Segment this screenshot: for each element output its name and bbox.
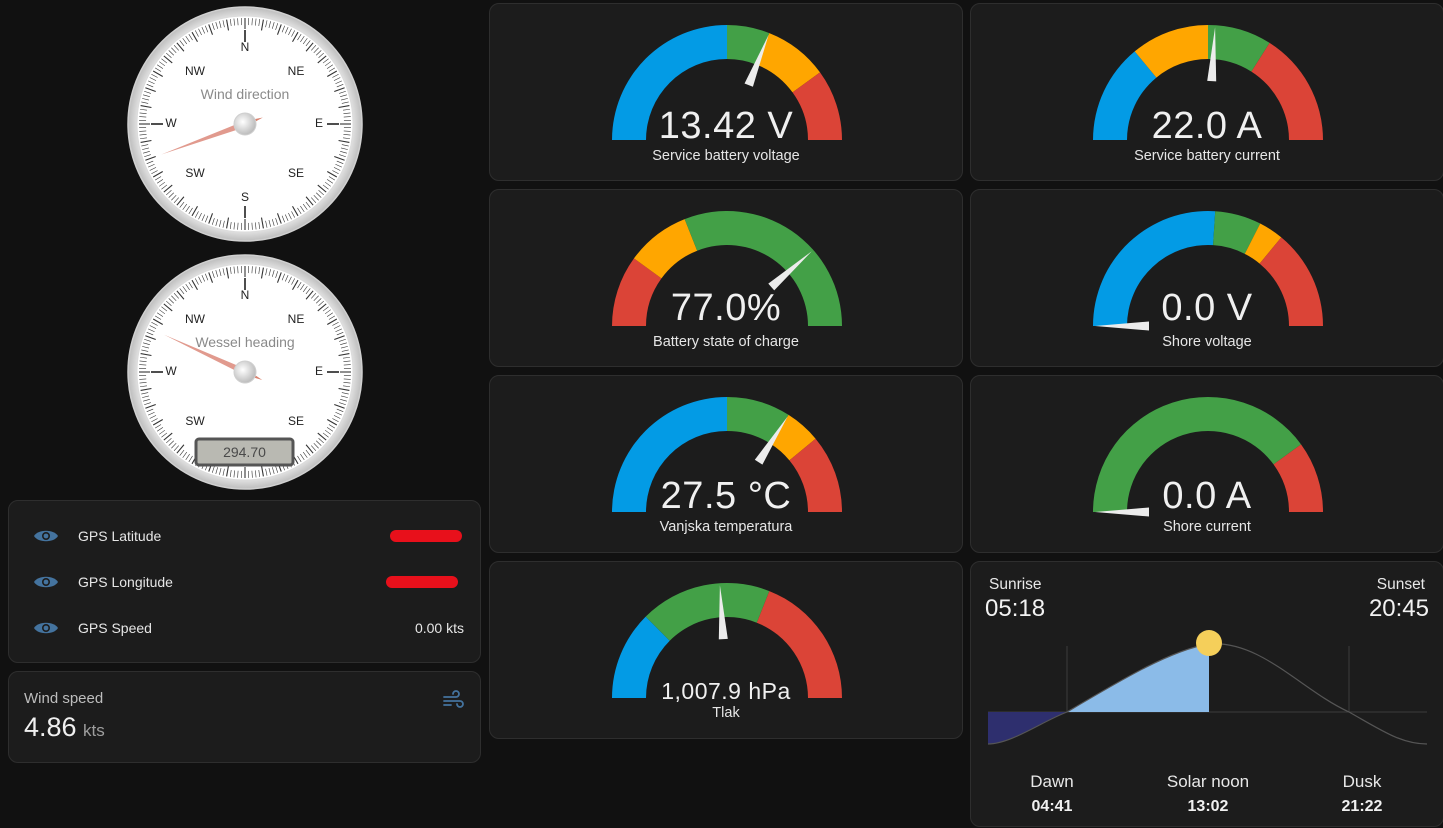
compass-label-w: W — [165, 116, 177, 130]
compass-title: Wind direction — [201, 86, 290, 102]
compass-label-n: N — [241, 40, 250, 54]
gauge-battery-state-of-charge[interactable]: 77.0% Battery state of charge — [489, 189, 963, 367]
compass-label-ne: NE — [288, 312, 305, 326]
gauge-value: 27.5 °C — [490, 475, 962, 518]
gauge-value: 0.0 V — [971, 287, 1443, 330]
gauge-shore-current[interactable]: 0.0 A Shore current — [970, 375, 1443, 553]
eye-icon — [33, 619, 59, 637]
gauge-value: 77.0% — [490, 287, 962, 330]
gauge-service-battery-voltage[interactable]: 13.42 V Service battery voltage — [489, 3, 963, 181]
dawn-time: 04:41 — [1007, 798, 1097, 816]
wind-direction-compass: N NE E SE S SW W NW Wind direction — [126, 5, 364, 243]
compass-label-se: SE — [288, 414, 304, 428]
compass-label-e: E — [315, 364, 323, 378]
compass-label-ne: NE — [288, 64, 305, 78]
gauge-name: Service battery voltage — [490, 148, 962, 164]
compass-label-e: E — [315, 116, 323, 130]
wind-speed-unit: kts — [83, 721, 105, 740]
wind-speed-value: 4.86 — [24, 712, 77, 742]
compass-label-sw: SW — [185, 166, 205, 180]
gauge-name: Service battery current — [971, 148, 1443, 164]
redaction-mark — [390, 530, 462, 542]
gauge-shore-voltage[interactable]: 0.0 V Shore voltage — [970, 189, 1443, 367]
gps-latitude-label: GPS Latitude — [78, 528, 161, 544]
heading-readout: 294.70 — [223, 444, 266, 460]
gps-row-latitude[interactable]: GPS Latitude — [31, 521, 464, 551]
wind-speed-reading: 4.86 kts — [24, 712, 105, 743]
wind-icon — [442, 690, 464, 710]
dusk-label: Dusk — [1317, 772, 1407, 792]
wind-speed-label: Wind speed — [24, 690, 103, 707]
gauge-value: 0.0 A — [971, 475, 1443, 518]
sun-card[interactable]: Sunrise 05:18 Sunset 20:45 Dawn 04:41 So… — [970, 561, 1443, 827]
vessel-heading-compass: N NE E SE SW W NW Wessel heading 294.70 — [126, 253, 364, 491]
gauge-outdoor-temperature[interactable]: 27.5 °C Vanjska temperatura — [489, 375, 963, 553]
compass-title: Wessel heading — [195, 334, 294, 350]
dawn-label: Dawn — [1007, 772, 1097, 792]
day-area — [1067, 644, 1209, 712]
gauge-name: Shore current — [971, 519, 1443, 535]
compass-knob — [234, 361, 256, 383]
gps-speed-value: 0.00 kts — [415, 620, 464, 636]
compass-label-se: SE — [288, 166, 304, 180]
compass-label-nw: NW — [185, 64, 206, 78]
gauge-name: Vanjska temperatura — [490, 519, 962, 535]
gauge-value: 22.0 A — [971, 105, 1443, 148]
gauge-value: 1,007.9 hPa — [490, 678, 962, 705]
solar-noon-time: 13:02 — [1163, 798, 1253, 816]
gauge-service-battery-current[interactable]: 22.0 A Service battery current — [970, 3, 1443, 181]
eye-icon — [33, 527, 59, 545]
compass-label-s: S — [241, 190, 249, 204]
gauge-value: 13.42 V — [490, 105, 962, 148]
gps-speed-label: GPS Speed — [78, 620, 152, 636]
compass-knob — [234, 113, 256, 135]
gps-row-speed[interactable]: GPS Speed 0.00 kts — [31, 613, 464, 643]
gauge-segment-green — [646, 583, 770, 641]
wind-speed-card[interactable]: Wind speed 4.86 kts — [8, 671, 481, 763]
redaction-mark — [386, 576, 458, 588]
eye-icon — [33, 573, 59, 591]
gps-card: GPS Latitude GPS Longitude GPS Speed 0.0… — [8, 500, 481, 663]
gauge-pressure[interactable]: 1,007.9 hPa Tlak — [489, 561, 963, 739]
dusk-time: 21:22 — [1317, 798, 1407, 816]
compass-label-w: W — [165, 364, 177, 378]
solar-noon-label: Solar noon — [1153, 772, 1263, 792]
compass-label-sw: SW — [185, 414, 205, 428]
gps-row-longitude[interactable]: GPS Longitude — [31, 567, 464, 597]
gauge-name: Shore voltage — [971, 334, 1443, 350]
sun-icon — [1196, 630, 1222, 656]
gps-longitude-label: GPS Longitude — [78, 574, 173, 590]
gauge-name: Tlak — [490, 705, 962, 721]
compass-label-n: N — [241, 288, 250, 302]
gauge-name: Battery state of charge — [490, 334, 962, 350]
compass-label-nw: NW — [185, 312, 206, 326]
